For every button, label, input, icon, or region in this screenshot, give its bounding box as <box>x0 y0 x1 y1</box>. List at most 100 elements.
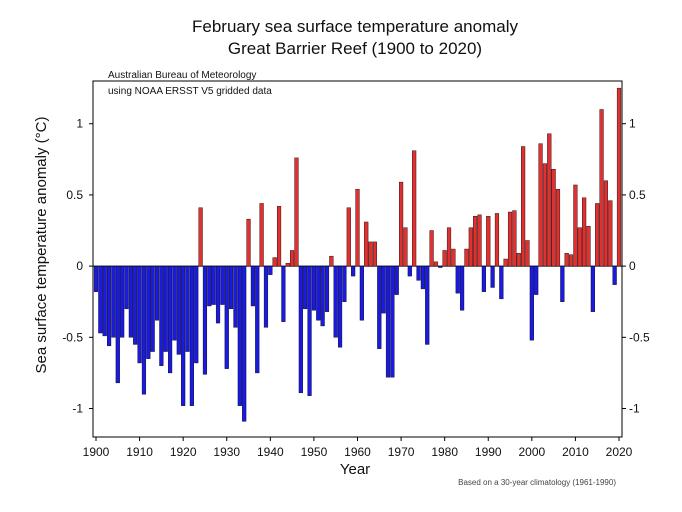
y-tick-label-left: 0 <box>76 259 83 273</box>
bar-1945 <box>290 250 295 267</box>
bar-1929 <box>220 265 225 305</box>
y-tick-label-right: 0 <box>629 259 636 273</box>
bar-1917 <box>168 265 173 374</box>
bar-1985 <box>464 248 469 267</box>
bar-2011 <box>577 227 582 267</box>
bar-2004 <box>547 133 552 267</box>
bar-1959 <box>351 265 356 277</box>
bar-1902 <box>102 265 107 337</box>
bar-1948 <box>303 265 308 310</box>
bar-1975 <box>420 265 425 290</box>
bar-1962 <box>364 221 369 267</box>
bar-1925 <box>202 265 208 375</box>
bar-2003 <box>542 163 547 267</box>
bar-1911 <box>141 265 147 395</box>
bar-1988 <box>477 214 482 267</box>
bar-1912 <box>146 265 151 359</box>
bar-1906 <box>120 265 125 338</box>
bar-1993 <box>499 265 504 300</box>
y-tick-label-right: 0.5 <box>629 188 646 202</box>
bar-1968 <box>390 265 395 378</box>
bar-2002 <box>538 143 543 267</box>
source-note-line-2: using NOAA ERSST V5 gridded data <box>108 86 272 97</box>
bar-2000 <box>529 265 534 341</box>
x-tick-label: 1910 <box>126 445 153 459</box>
bar-1915 <box>159 265 164 366</box>
bar-1939 <box>263 265 269 328</box>
bar-1935 <box>246 218 251 267</box>
bar-2019 <box>612 265 617 285</box>
bar-1994 <box>503 258 508 267</box>
x-tick-label: 1990 <box>475 445 502 459</box>
bar-1966 <box>381 265 386 314</box>
x-ticks-group: 1900 1910 1920 1930 1940 1950 1960 1970 1980 1990… <box>83 437 633 459</box>
bar-2009 <box>568 254 574 267</box>
bar-1970 <box>399 181 404 267</box>
bar-1953 <box>324 265 330 312</box>
bar-1967 <box>385 265 391 378</box>
bar-1910 <box>137 265 142 364</box>
bar-1901 <box>98 265 103 334</box>
bar-1940 <box>268 265 273 275</box>
bar-1932 <box>233 265 238 328</box>
bar-1933 <box>237 265 242 406</box>
bar-1982 <box>451 248 456 267</box>
bar-1964 <box>372 241 378 267</box>
y-tick-label-right: -1 <box>629 402 640 416</box>
x-tick-label: 1970 <box>388 445 415 459</box>
x-tick-label: 2000 <box>518 445 545 459</box>
x-tick-label: 1960 <box>344 445 371 459</box>
y-tick-label-left: -0.5 <box>62 330 83 344</box>
bar-1997 <box>516 253 521 267</box>
bar-1950 <box>311 265 316 311</box>
bar-1916 <box>163 265 168 352</box>
chart-subtitle: Great Barrier Reef (1900 to 2020) <box>228 39 482 58</box>
bar-1927 <box>211 265 216 305</box>
bar-1989 <box>481 265 486 292</box>
y-tick-label-left: 0.5 <box>66 188 83 202</box>
bar-1956 <box>337 265 343 348</box>
bar-2013 <box>586 226 591 267</box>
bar-2017 <box>603 180 608 267</box>
chart-title: February sea surface temperature anomaly <box>192 17 518 36</box>
bars-group <box>93 87 622 422</box>
bar-1986 <box>468 227 473 267</box>
bar-1922 <box>189 265 194 406</box>
bar-2014 <box>590 265 595 312</box>
bar-1999 <box>525 240 530 267</box>
bar-1937 <box>255 265 260 374</box>
bar-2012 <box>582 197 587 267</box>
bar-1930 <box>224 265 229 369</box>
bar-2010 <box>573 184 578 267</box>
bar-1974 <box>416 265 421 281</box>
bar-1965 <box>377 265 382 349</box>
bar-1936 <box>250 265 255 307</box>
bar-1903 <box>106 265 112 347</box>
bar-1995 <box>507 211 513 267</box>
bar-1954 <box>329 255 334 267</box>
y-tick-label-left: 1 <box>76 117 83 131</box>
bar-1992 <box>494 213 500 267</box>
bar-1942 <box>276 206 282 267</box>
bar-1998 <box>521 146 526 267</box>
bar-1924 <box>198 207 203 267</box>
bar-2016 <box>599 109 604 267</box>
bar-1907 <box>124 265 129 310</box>
x-tick-label: 1940 <box>257 445 284 459</box>
y-axis-label: Sea surface temperature anomaly (°C) <box>33 117 50 374</box>
bar-1919 <box>176 265 181 355</box>
footnote: Based on a 30-year climatology (1961-199… <box>458 478 616 487</box>
bar-1952 <box>320 265 325 327</box>
bar-1900 <box>93 265 99 292</box>
bar-1946 <box>294 157 299 267</box>
bar-1943 <box>281 265 286 322</box>
bar-1996 <box>512 210 517 267</box>
bar-1914 <box>154 265 160 321</box>
bar-1978 <box>433 261 439 267</box>
bar-2020 <box>616 87 622 267</box>
bar-2006 <box>555 189 561 267</box>
bar-2001 <box>534 265 539 295</box>
bar-1984 <box>460 265 465 311</box>
bar-1961 <box>359 265 364 321</box>
